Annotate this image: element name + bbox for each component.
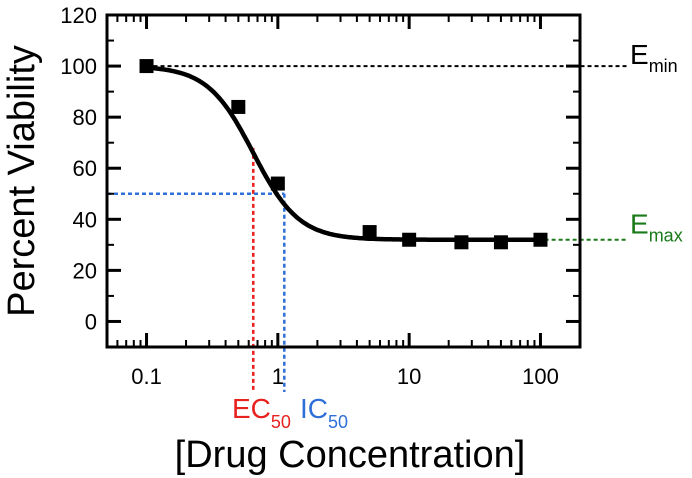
- fit-curve-layer: [146, 65, 541, 242]
- data-point: [402, 232, 417, 247]
- ic50-label: IC50: [300, 393, 348, 432]
- x-tick-label: 10: [397, 364, 421, 389]
- y-tick-label: 80: [73, 105, 97, 130]
- data-point: [533, 232, 548, 247]
- data-point: [493, 235, 508, 250]
- y-axis-title: Percent Viability: [1, 45, 43, 317]
- data-point: [270, 176, 285, 191]
- data-point: [362, 225, 377, 240]
- x-tick-label: 0.1: [131, 364, 162, 389]
- plot-frame: [105, 13, 582, 349]
- x-tick-label: 100: [522, 364, 559, 389]
- y-tick-label: 40: [73, 207, 97, 232]
- y-tick-label: 20: [73, 258, 97, 283]
- emax-label-sub: max: [649, 226, 683, 246]
- ec50-label: EC50: [232, 393, 291, 432]
- emin-label-sub: min: [649, 56, 678, 76]
- x-axis-title: [Drug Concentration]: [175, 434, 526, 476]
- data-points: [139, 59, 548, 250]
- x-tick-labels: 0.1 1 10 100: [131, 364, 559, 389]
- ic50-label-sub: 50: [328, 412, 348, 432]
- emin-label: Emin: [630, 39, 678, 76]
- emin-label-main: E: [630, 39, 649, 70]
- emax-label: Emax: [630, 209, 683, 246]
- emax-label-main: E: [630, 209, 649, 240]
- ic50-label-main: IC: [300, 393, 328, 424]
- y-tick-label: 0: [85, 309, 97, 334]
- ec50-label-main: EC: [232, 393, 271, 424]
- fit-curve: [146, 65, 541, 242]
- y-tick-label: 60: [73, 156, 97, 181]
- data-point: [231, 99, 246, 114]
- y-tick-label: 100: [60, 54, 97, 79]
- y-tick-labels: 0 20 40 60 80 100 120: [60, 3, 97, 334]
- axis-ticks: [107, 13, 580, 347]
- y-tick-label: 120: [60, 3, 97, 28]
- ec50-label-sub: 50: [271, 412, 291, 432]
- data-point: [139, 59, 154, 74]
- x-tick-label: 1: [272, 364, 284, 389]
- data-point: [454, 235, 469, 250]
